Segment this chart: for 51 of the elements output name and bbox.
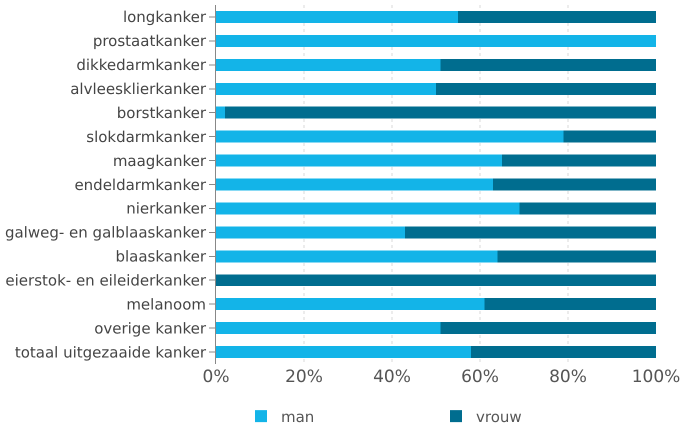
x-tick-label: 0% bbox=[202, 367, 230, 387]
bar bbox=[216, 82, 436, 95]
bar bbox=[216, 226, 406, 238]
bar bbox=[216, 274, 656, 286]
bar bbox=[216, 154, 502, 167]
bar bbox=[216, 106, 225, 119]
x-tick-label: 80% bbox=[549, 367, 587, 387]
y-tick-label: dikkedarmkanker bbox=[76, 56, 207, 74]
y-tick-label: longkanker bbox=[122, 8, 207, 26]
bar bbox=[216, 58, 440, 71]
bar bbox=[471, 346, 656, 358]
bar bbox=[216, 10, 458, 23]
bar bbox=[564, 130, 656, 143]
bar bbox=[216, 322, 440, 334]
bar bbox=[520, 202, 656, 214]
bar bbox=[216, 250, 498, 262]
y-tick-label: totaal uitgezaaide kanker bbox=[14, 343, 207, 362]
bar bbox=[224, 106, 656, 119]
x-tick-label: 40% bbox=[373, 367, 411, 387]
x-tick-label: 60% bbox=[461, 367, 499, 387]
bar bbox=[440, 322, 656, 334]
bar bbox=[216, 346, 472, 358]
bar bbox=[502, 154, 656, 167]
bar bbox=[216, 130, 564, 143]
y-tick-label: maagkanker bbox=[112, 152, 207, 170]
legend-label: man bbox=[281, 408, 314, 426]
bar bbox=[216, 298, 484, 310]
y-tick-label: alvleesklierkanker bbox=[70, 80, 207, 98]
y-tick-label: eierstok- en eileiderkanker bbox=[5, 271, 207, 290]
bar bbox=[436, 82, 656, 95]
x-tick-label: 100% bbox=[632, 367, 680, 387]
y-tick-label: endeldarmkanker bbox=[74, 176, 207, 194]
y-tick-label: melanoom bbox=[126, 295, 206, 314]
y-tick-label: overige kanker bbox=[94, 319, 207, 338]
x-tick-label: 20% bbox=[285, 367, 323, 387]
y-tick-label: borstkanker bbox=[116, 104, 207, 122]
bar bbox=[216, 202, 520, 214]
bar bbox=[458, 10, 656, 23]
bar bbox=[440, 58, 656, 71]
y-tick-label: prostaatkanker bbox=[92, 32, 207, 50]
y-tick-label: nierkanker bbox=[126, 200, 207, 218]
bar bbox=[216, 34, 656, 47]
y-tick-label: slokdarmkanker bbox=[86, 128, 207, 146]
bar bbox=[493, 178, 656, 190]
bar bbox=[484, 298, 656, 310]
bar bbox=[216, 178, 494, 190]
bar bbox=[405, 226, 656, 238]
y-tick-label: galweg- en galblaaskanker bbox=[4, 224, 207, 242]
bar bbox=[498, 250, 656, 262]
legend-label: vrouw bbox=[476, 408, 522, 426]
y-tick-label: blaaskanker bbox=[115, 248, 207, 266]
